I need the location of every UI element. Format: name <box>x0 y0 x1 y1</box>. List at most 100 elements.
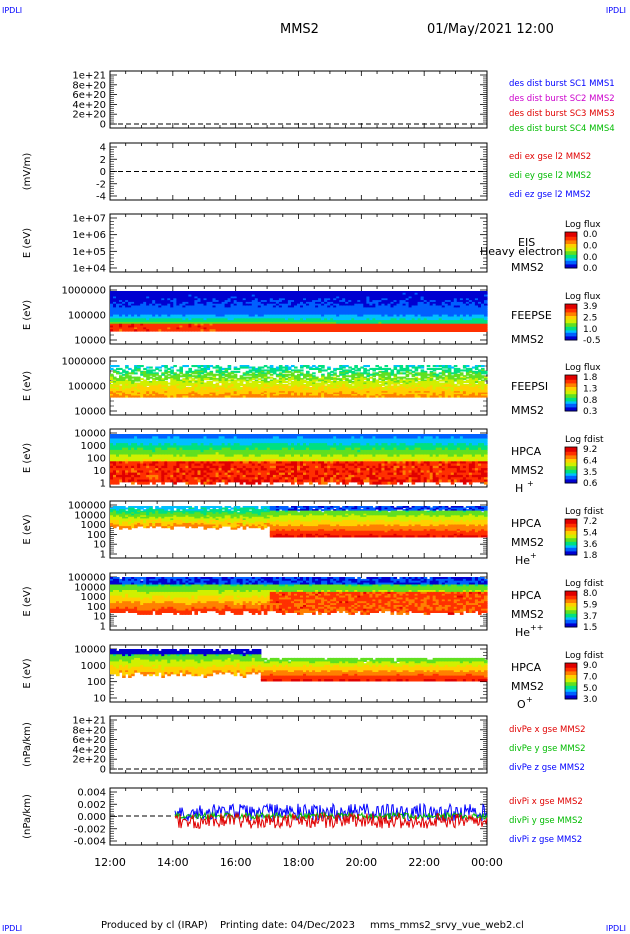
feepse-cell <box>131 325 135 328</box>
feepse-cell <box>131 292 135 296</box>
feepse-cell <box>324 296 328 299</box>
feepse-cell <box>345 300 349 303</box>
hpca_o-ytick-label: 10000 <box>74 645 106 656</box>
feepse-cell <box>263 292 268 296</box>
feepse-cell <box>272 300 277 303</box>
feepse-cell <box>158 312 162 316</box>
feepse-cell <box>212 301 217 305</box>
feepse-cell <box>134 323 138 327</box>
hpca_he1-colorbar-step <box>565 522 577 525</box>
feepse-cell <box>179 301 183 305</box>
feepse-cell <box>327 301 331 305</box>
feepse-cell <box>333 291 337 294</box>
divpe-ylabel: (nPa/km) <box>22 722 33 767</box>
feepse-cell <box>366 314 370 317</box>
hpca_he1-colorbar-frame <box>564 518 578 556</box>
feepse-cell <box>125 323 129 327</box>
feepse-cell <box>200 316 205 319</box>
feepse-cell <box>122 303 126 307</box>
hpca_he1-ytick-label: 10000 <box>74 510 106 521</box>
feepse-cell <box>242 294 247 297</box>
feepse-cell <box>170 305 174 308</box>
feepse-cell <box>152 323 156 327</box>
feepse-cell <box>170 318 174 321</box>
feepse-cell <box>342 292 346 296</box>
feepse-cell <box>363 320 367 323</box>
feepse-cell <box>113 320 117 323</box>
feepse-cell <box>221 300 226 303</box>
feepse-cell <box>215 320 220 323</box>
hpca_he2-colorbar-step <box>565 594 577 597</box>
feepse-cell <box>269 303 274 307</box>
hpca_he1-colorbar-step <box>565 528 577 531</box>
feepse-cell <box>297 314 301 317</box>
feepse-cell <box>167 318 171 321</box>
feepse-cell <box>330 309 334 312</box>
feepse-cell <box>146 314 150 317</box>
feepse-cell <box>173 305 177 308</box>
hpca_o-colorbar-step <box>565 679 577 682</box>
feepse-cell <box>254 312 259 316</box>
feepse-cell <box>339 303 343 307</box>
hpca_h-ytick-label: 100 <box>87 454 106 465</box>
feepse-cell <box>185 294 189 297</box>
divpe-ytick-label: 0 <box>100 765 106 776</box>
feepse-cell <box>266 316 271 319</box>
feepse-cell <box>203 300 208 303</box>
feepsi-cell <box>212 366 217 369</box>
feepse-cell <box>324 303 328 307</box>
feepse-cell <box>330 296 334 299</box>
hpca_he2-colorbar-step <box>565 613 577 616</box>
feepse-cell <box>155 294 159 297</box>
feepse-cell <box>143 312 147 316</box>
feepse-cell <box>224 309 229 312</box>
feepse-cell <box>215 309 220 312</box>
feepse-cell <box>333 305 337 308</box>
feepse-cell <box>330 298 334 301</box>
feepse-cell <box>269 325 274 328</box>
feepse-cell <box>321 312 325 316</box>
feepse-cell <box>312 301 316 305</box>
feepse-cell <box>281 296 286 299</box>
feepse-cell <box>191 316 195 319</box>
feepse-cell <box>119 291 123 294</box>
feepse-colorbar-tick: 3.9 <box>583 302 598 312</box>
feepse-cell <box>281 323 286 327</box>
feepse-cell <box>321 294 325 297</box>
feepse-cell <box>134 329 138 332</box>
feepse-cell <box>318 301 322 305</box>
feepse-cell <box>357 318 361 321</box>
feepse-cell <box>300 320 304 323</box>
feepse-cell <box>110 311 114 314</box>
feepse-cell <box>306 303 310 307</box>
feepse-cell <box>221 294 226 297</box>
feepse-cell <box>303 309 307 312</box>
feepse-cell <box>360 309 364 312</box>
feepse-cell <box>230 307 235 310</box>
feepse-cell <box>363 318 367 321</box>
feepse-cell <box>227 305 232 308</box>
feepsi-cell <box>137 369 141 372</box>
feepse-cell <box>257 292 262 296</box>
feepse-cell <box>167 325 171 328</box>
edi-ytick-label: 2 <box>100 155 106 166</box>
feepse-cell <box>248 305 253 308</box>
feepse-cell <box>212 321 217 325</box>
desdist-legend-entry: des dist burst SC2 MMS2 <box>509 94 615 104</box>
feepse-cell <box>360 318 364 321</box>
feepse-cell <box>306 316 310 319</box>
hpca_he1-colorbar-step <box>565 547 577 550</box>
feepse-cell <box>254 291 259 294</box>
feepse-cell <box>309 321 313 325</box>
feepse-cell <box>300 312 304 316</box>
feepse-cell <box>351 298 355 301</box>
feepse-cell <box>360 298 364 301</box>
feepse-cell <box>113 309 117 312</box>
feepse-cell <box>137 318 141 321</box>
feepse-cell <box>173 298 177 301</box>
feepse-cell <box>215 307 220 310</box>
feepse-cell <box>158 321 162 325</box>
feepse-cell <box>110 329 114 332</box>
feepse-cell <box>122 318 126 321</box>
